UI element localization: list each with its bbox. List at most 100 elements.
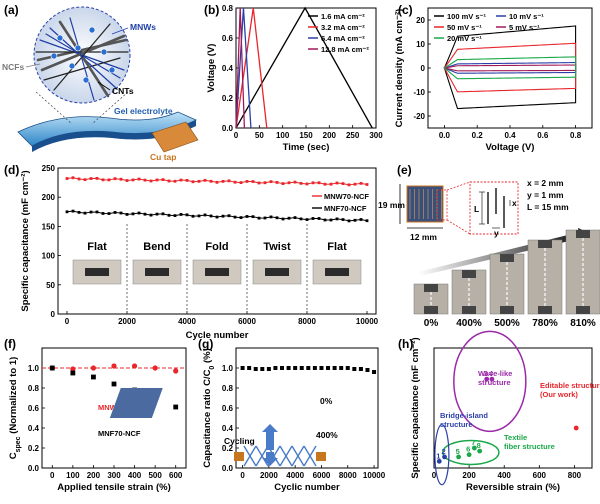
capacitance-point xyxy=(317,181,321,185)
x-tick-label: 250 xyxy=(346,131,360,140)
grip-top xyxy=(576,230,590,238)
panel-label-h: (h) xyxy=(398,337,413,351)
capacitance-point xyxy=(167,213,171,217)
x-tick-label: 0.8 xyxy=(570,131,582,140)
capacitance-point xyxy=(293,216,297,219)
series-label: MNF70-NCF xyxy=(98,429,141,438)
capacitance-point xyxy=(107,178,111,182)
panel-c: (c) 0.0 0.2 0.4 0.6 0.8 -20 -10 0 10 20 Voltage (V… xyxy=(394,3,593,153)
data-point xyxy=(319,366,324,370)
panel-g: (g) 0 2000 4000 6000 8000 100000.00.20.40.60.… xyxy=(109,337,386,493)
y-tick-label: 0.6 xyxy=(28,404,40,413)
panel-label-a: (a) xyxy=(4,3,19,17)
point-label: 3 xyxy=(484,369,488,378)
capacitance-point xyxy=(227,179,231,183)
data-point xyxy=(266,367,271,371)
capacitance-point xyxy=(257,181,261,185)
data-point xyxy=(240,366,245,370)
fiber-network xyxy=(35,17,129,101)
capacitance-point xyxy=(191,214,195,218)
y-tick-label: 0.0 xyxy=(28,464,40,473)
g-inset: 0% Cycling 400% xyxy=(109,388,338,467)
y-axis-label: Specific capacitance (mF cm⁻²) xyxy=(20,170,31,311)
nanowire-node xyxy=(68,62,76,70)
device-in-photo xyxy=(325,268,349,276)
y-tick-label: 0.8 xyxy=(222,384,234,393)
capacitance-point xyxy=(143,178,147,182)
panel-label-c: (c) xyxy=(398,3,413,17)
device-in-photo xyxy=(145,268,169,276)
capacitance-point xyxy=(341,218,345,221)
stretch-photo xyxy=(565,229,600,315)
capacitance-point xyxy=(335,217,339,221)
capacitance-point xyxy=(239,181,243,185)
data-point xyxy=(299,366,304,370)
capacitance-point xyxy=(185,213,189,217)
stretched-segment xyxy=(267,454,281,467)
capacitance-point xyxy=(149,213,153,217)
inset-zero-label: 0% xyxy=(320,396,333,406)
segment-label: Twist xyxy=(263,241,291,253)
capacitance-point xyxy=(203,178,207,182)
capacitance-point xyxy=(155,212,159,216)
panel-d: (d) 0 2000 4000 6000 8000 10000 0 50 100 150 200 25… xyxy=(4,163,379,341)
y-axis-label-sub: spec xyxy=(15,436,22,452)
capacitance-point xyxy=(275,216,279,220)
group-label: Bridge-island structure xyxy=(440,411,488,429)
y-tick-label: 1.0 xyxy=(28,364,40,373)
capacitance-point xyxy=(281,217,285,221)
data-point xyxy=(466,452,472,458)
x-axis-label: Time (sec) xyxy=(283,142,330,153)
grip-top xyxy=(538,240,552,248)
x-tick-label: 0 xyxy=(240,471,245,480)
cv-loop xyxy=(442,62,577,74)
capacitance-point xyxy=(101,178,105,182)
capacitance-point xyxy=(95,176,99,180)
capacitance-point xyxy=(227,214,231,218)
y-tick-label: 0 xyxy=(51,310,56,319)
stretched-segment xyxy=(243,445,257,458)
cu-label: Cu tap xyxy=(150,152,176,162)
x-tick-label: 0.4 xyxy=(504,131,516,140)
data-point xyxy=(173,404,179,410)
y-tick-label: 250 xyxy=(42,164,56,173)
capacitance-point xyxy=(95,210,99,214)
legend-label: 100 mV s⁻¹ xyxy=(447,12,486,21)
y-tick-label: 0.2 xyxy=(222,444,234,453)
point-label: 7 xyxy=(471,438,475,447)
y-axis-label-rest: (Normalized to 1) xyxy=(8,357,19,437)
capacitance-point xyxy=(347,219,351,223)
x-tick-label: 8000 xyxy=(339,471,357,480)
y-tick-label: 0.4 xyxy=(222,64,234,73)
x-axis-label: Cycle number xyxy=(186,330,249,341)
nanowire-node xyxy=(50,52,58,60)
y-axis-label: Current density (mA cm⁻²) xyxy=(394,9,405,128)
capacitance-point xyxy=(251,215,255,219)
grip-top xyxy=(462,270,476,278)
x-tick-label: 0 xyxy=(65,317,70,326)
plot-frame xyxy=(433,347,593,469)
data-point xyxy=(484,376,490,382)
cut-geometry: L x y xyxy=(474,188,517,238)
device-in-photo xyxy=(205,268,229,276)
data-point xyxy=(253,367,258,371)
point-label: 6 xyxy=(466,445,470,454)
capacitance-point xyxy=(365,183,369,186)
cv-loop xyxy=(443,42,577,93)
capacitance-point xyxy=(131,212,135,216)
capacitance-point xyxy=(323,182,327,186)
x-tick-label: 2000 xyxy=(260,471,278,480)
gel-label: Gel electrolyte xyxy=(114,106,173,116)
y-tick-label: 100 xyxy=(42,252,56,261)
y-tick-label: 50 xyxy=(46,281,55,290)
capacitance-point xyxy=(107,212,111,215)
data-point xyxy=(326,366,331,370)
capacitance-point xyxy=(209,179,213,183)
data-point xyxy=(456,454,461,460)
nanowire-node xyxy=(100,48,108,56)
x-tick-label: 10000 xyxy=(356,317,379,326)
y-tick-label: 0.8 xyxy=(28,384,40,393)
y-tick-label: 200 xyxy=(42,193,56,202)
cu-tab xyxy=(151,121,199,153)
